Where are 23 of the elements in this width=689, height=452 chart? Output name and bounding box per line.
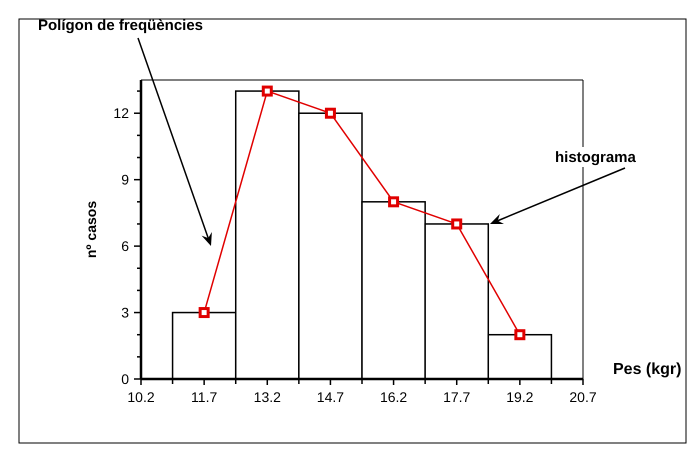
y-tick-label: 9 [121,172,130,188]
x-tick-label: 13.2 [254,389,282,405]
x-axis-title: Pes (kgr) [613,361,682,378]
x-tick-label: 17.7 [443,389,471,405]
y-tick-label: 6 [121,238,130,254]
y-tick-label: 0 [121,371,130,387]
y-tick-label: 12 [113,105,130,122]
annotation: histograma [555,149,637,166]
point [388,196,400,208]
text: Polígon de freqüències [38,17,204,34]
point [324,108,336,119]
y-axis-title: nº casos [83,200,99,258]
x-tick-label: 10.2 [127,389,155,405]
x-tick-label: 16.2 [380,389,408,405]
x-tick-label: 20.7 [569,389,597,405]
x-tick-label: 19.2 [506,389,534,405]
x-tick-label: 14.7 [316,389,344,405]
point [514,329,526,340]
y-tick-label: 3 [121,304,130,321]
point [198,307,210,318]
point [451,218,462,230]
x-tick-label: 11.7 [191,389,218,405]
point [262,86,273,97]
